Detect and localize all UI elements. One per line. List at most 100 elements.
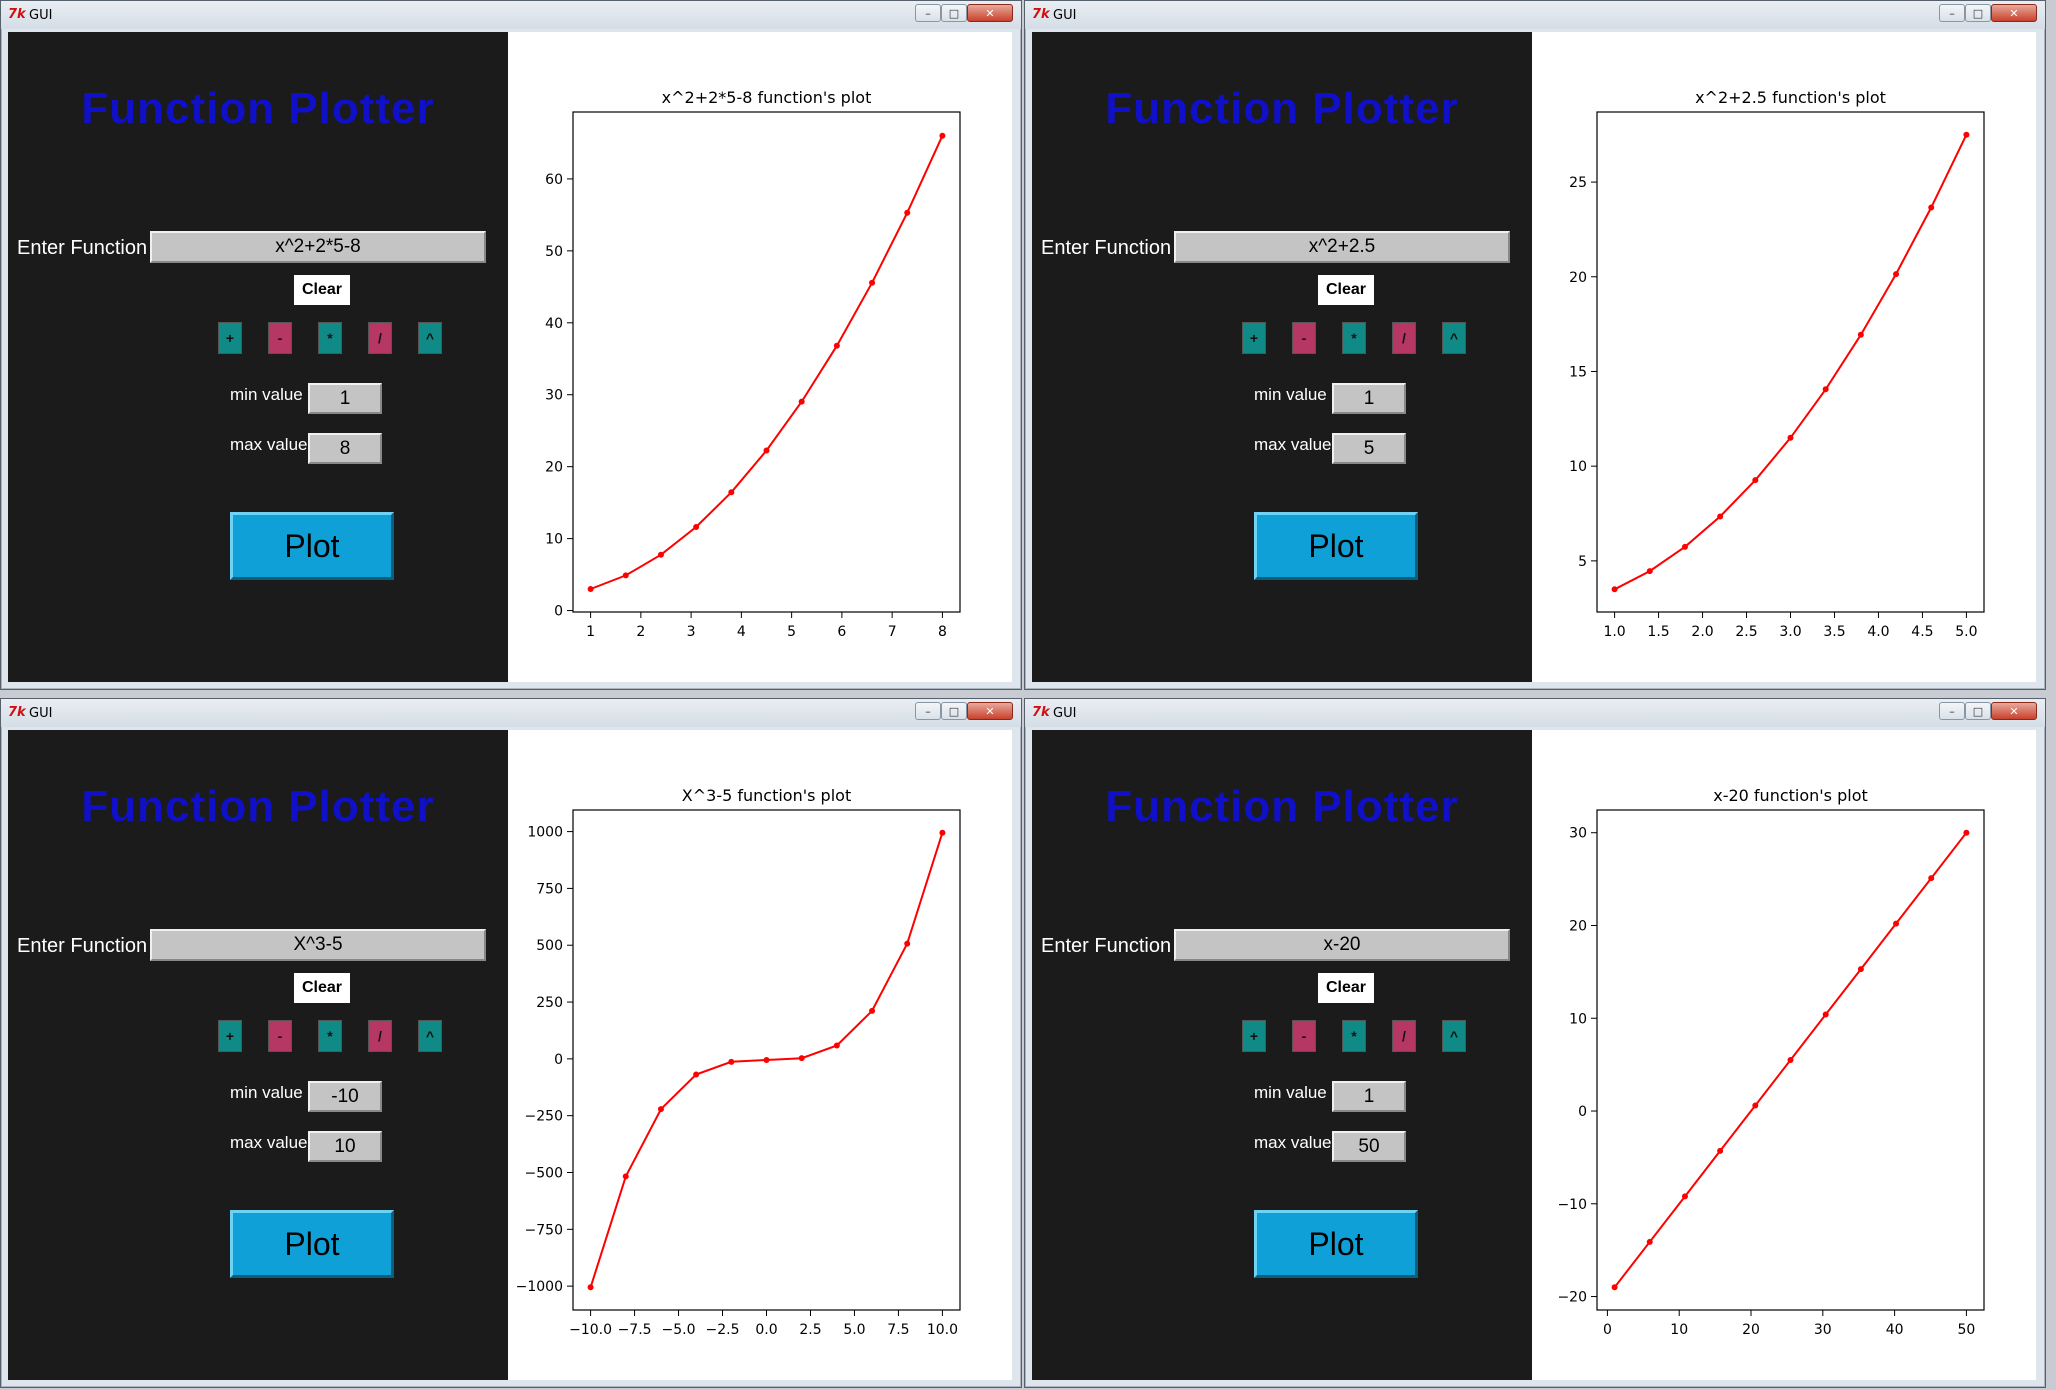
- power-button[interactable]: ^: [1442, 1020, 1466, 1052]
- x-tick-label: 10: [1670, 1322, 1688, 1338]
- x-tick-label: 6: [837, 624, 846, 640]
- plot-title: X^3-5 function's plot: [682, 786, 851, 805]
- control-panel: Function Plotter Enter Function Clear + …: [1032, 32, 1532, 682]
- max-value-label: max value: [230, 435, 308, 454]
- plus-button[interactable]: +: [1242, 1020, 1266, 1052]
- plot-frame: [572, 809, 961, 1311]
- plus-button[interactable]: +: [218, 322, 242, 354]
- y-tick-label: 20: [1569, 270, 1587, 286]
- function-label: Enter Function: [1041, 237, 1172, 259]
- data-point: [798, 1055, 805, 1062]
- y-tick-label: 0: [554, 604, 563, 620]
- app-title: Function Plotter: [1105, 782, 1459, 831]
- function-input[interactable]: [150, 929, 486, 961]
- minimize-button[interactable]: –: [1939, 702, 1965, 720]
- max-value-input[interactable]: [1332, 433, 1406, 464]
- plus-button[interactable]: +: [1242, 322, 1266, 354]
- plus-button[interactable]: +: [218, 1020, 242, 1052]
- minus-button[interactable]: -: [268, 322, 292, 354]
- max-value-input[interactable]: [308, 1131, 382, 1162]
- y-tick-label: −500: [525, 1166, 563, 1182]
- min-value-input[interactable]: [1332, 1081, 1406, 1112]
- plot-button[interactable]: Plot: [230, 1210, 394, 1278]
- data-point: [904, 209, 911, 216]
- divide-button[interactable]: /: [1392, 1020, 1416, 1052]
- x-tick-label: 2.5: [1735, 624, 1757, 640]
- window-titlebar[interactable]: 7k GUI – □ ✕: [1025, 699, 2045, 727]
- x-tick-label: 7: [888, 624, 897, 640]
- plot-title: x^2+2*5-8 function's plot: [662, 88, 872, 107]
- minimize-button[interactable]: –: [915, 4, 941, 22]
- max-value-input[interactable]: [308, 433, 382, 464]
- power-button[interactable]: ^: [1442, 322, 1466, 354]
- tk-feather-icon: 7k: [8, 7, 26, 22]
- multiply-button[interactable]: *: [1342, 322, 1366, 354]
- clear-button[interactable]: Clear: [1318, 275, 1374, 305]
- window-titlebar[interactable]: 7k GUI – □ ✕: [1, 1, 1021, 29]
- plot-canvas: x^2+2.5 function's plot 1.0 1.5 2.0 2.5 3.0 3.…: [1532, 32, 2036, 682]
- app-title: Function Plotter: [1105, 84, 1459, 133]
- app-title: Function Plotter: [81, 84, 435, 133]
- multiply-button[interactable]: *: [318, 322, 342, 354]
- close-button[interactable]: ✕: [1991, 702, 2037, 720]
- multiply-button[interactable]: *: [1342, 1020, 1366, 1052]
- clear-button[interactable]: Clear: [1318, 973, 1374, 1003]
- tk-feather-icon: 7k: [1032, 7, 1050, 22]
- y-tick-label: 10: [1569, 1011, 1587, 1027]
- function-input[interactable]: [150, 231, 486, 263]
- power-button[interactable]: ^: [418, 1020, 442, 1052]
- close-button[interactable]: ✕: [967, 702, 1013, 720]
- plot-button[interactable]: Plot: [1254, 1210, 1418, 1278]
- power-button[interactable]: ^: [418, 322, 442, 354]
- gui-window: 7k GUI – □ ✕ Function Plotter Enter Func…: [0, 0, 1022, 690]
- clear-button[interactable]: Clear: [294, 973, 350, 1003]
- maximize-button[interactable]: □: [941, 4, 967, 22]
- minimize-button[interactable]: –: [915, 702, 941, 720]
- minimize-button[interactable]: –: [1939, 4, 1965, 22]
- y-tick-label: 15: [1569, 364, 1587, 380]
- function-input[interactable]: [1174, 231, 1510, 263]
- plot-canvas: x-20 function's plot 0 10 20 30 40 50 −20 −10 0 10…: [1532, 730, 2036, 1380]
- close-button[interactable]: ✕: [967, 4, 1013, 22]
- plot-button[interactable]: Plot: [1254, 512, 1418, 580]
- x-tick-label: 30: [1814, 1322, 1832, 1338]
- maximize-button[interactable]: □: [1965, 4, 1991, 22]
- x-tick-label: −10.0: [569, 1322, 612, 1338]
- y-tick-label: −10: [1557, 1197, 1587, 1213]
- minus-button[interactable]: -: [268, 1020, 292, 1052]
- min-value-input[interactable]: [308, 383, 382, 414]
- clear-button[interactable]: Clear: [294, 275, 350, 305]
- x-tick-label: 5.0: [843, 1322, 865, 1338]
- y-tick-label: 250: [536, 995, 563, 1011]
- divide-button[interactable]: /: [368, 322, 392, 354]
- data-point: [1787, 1057, 1794, 1063]
- function-plot: x-20 function's plot 0 10 20 30 40 50 −20 −10 0 10…: [1557, 786, 1985, 1338]
- min-value-input[interactable]: [1332, 383, 1406, 414]
- minus-button[interactable]: -: [1292, 322, 1316, 354]
- max-value-input[interactable]: [1332, 1131, 1406, 1162]
- multiply-button[interactable]: *: [318, 1020, 342, 1052]
- plot-button[interactable]: Plot: [230, 512, 394, 580]
- divide-button[interactable]: /: [368, 1020, 392, 1052]
- function-input[interactable]: [1174, 929, 1510, 961]
- window-titlebar[interactable]: 7k GUI – □ ✕: [1025, 1, 2045, 29]
- maximize-button[interactable]: □: [1965, 702, 1991, 720]
- y-tick-label: −1000: [516, 1279, 563, 1295]
- min-value-input[interactable]: [308, 1081, 382, 1112]
- y-tick-label: 10: [1569, 459, 1587, 475]
- data-point: [869, 279, 876, 286]
- window-title: GUI: [29, 8, 53, 23]
- y-tick-label: −250: [525, 1109, 563, 1125]
- x-tick-label: 4: [737, 624, 746, 640]
- y-tick-label: 25: [1569, 175, 1587, 191]
- maximize-button[interactable]: □: [941, 702, 967, 720]
- data-point: [1893, 920, 1900, 927]
- window-titlebar[interactable]: 7k GUI – □ ✕: [1, 699, 1021, 727]
- minus-button[interactable]: -: [1292, 1020, 1316, 1052]
- window-title: GUI: [29, 706, 53, 721]
- x-tick-label: −2.5: [706, 1322, 740, 1338]
- close-button[interactable]: ✕: [1991, 4, 2037, 22]
- x-tick-label: 20: [1742, 1322, 1760, 1338]
- data-point: [1857, 966, 1864, 973]
- divide-button[interactable]: /: [1392, 322, 1416, 354]
